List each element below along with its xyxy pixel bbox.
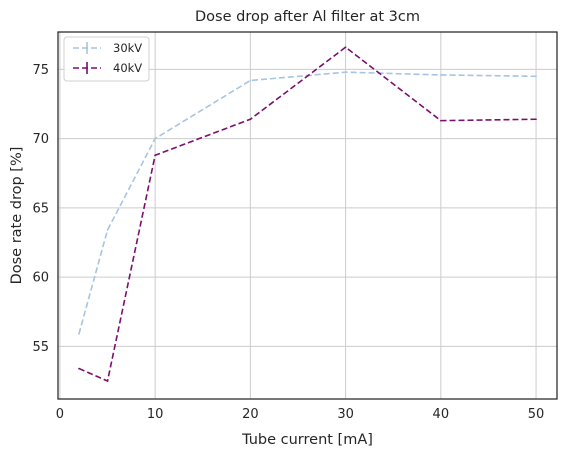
x-tick-label: 30 (337, 407, 354, 422)
legend-label-40kV: 40kV (113, 61, 142, 75)
data-point-40kV (154, 154, 156, 157)
x-tick-label: 20 (242, 407, 259, 422)
x-tick-labels: 0 10 20 30 40 50 (56, 407, 545, 422)
y-tick-label: 65 (32, 201, 49, 216)
y-tick-label: 75 (32, 63, 49, 78)
series-lines (78, 46, 537, 383)
x-tick-label: 40 (433, 407, 450, 422)
data-point-30kV (78, 333, 80, 335)
y-axis-label: Dose rate drop [%] (9, 147, 25, 285)
x-tick-label: 0 (56, 407, 64, 422)
grid (58, 32, 557, 399)
y-tick-labels: 55 60 65 70 75 (32, 63, 49, 355)
data-point-40kV (440, 119, 442, 122)
data-point-40kV (344, 46, 347, 49)
data-point-30kV (440, 74, 442, 76)
x-tick-label: 10 (147, 407, 164, 422)
data-point-40kV (535, 118, 537, 121)
legend: 30kV 40kV (63, 36, 150, 82)
data-point-40kV (106, 380, 109, 382)
data-point-30kV (106, 229, 109, 231)
data-point-30kV (154, 137, 156, 140)
data-point-30kV (344, 71, 347, 73)
chart-title: Dose drop after Al filter at 3cm (195, 9, 420, 25)
legend-label-30kV: 30kV (113, 41, 142, 55)
x-tick-label: 50 (528, 407, 545, 422)
data-point-40kV (249, 118, 252, 121)
plot-frame (57, 31, 558, 400)
y-tick-label: 70 (32, 132, 49, 147)
y-tick-label: 60 (32, 271, 49, 286)
data-point-40kV (78, 367, 80, 370)
data-point-30kV (249, 79, 252, 82)
x-axis-label: Tube current [mA] (241, 432, 373, 448)
y-tick-label: 55 (32, 340, 49, 355)
data-point-30kV (535, 75, 537, 78)
